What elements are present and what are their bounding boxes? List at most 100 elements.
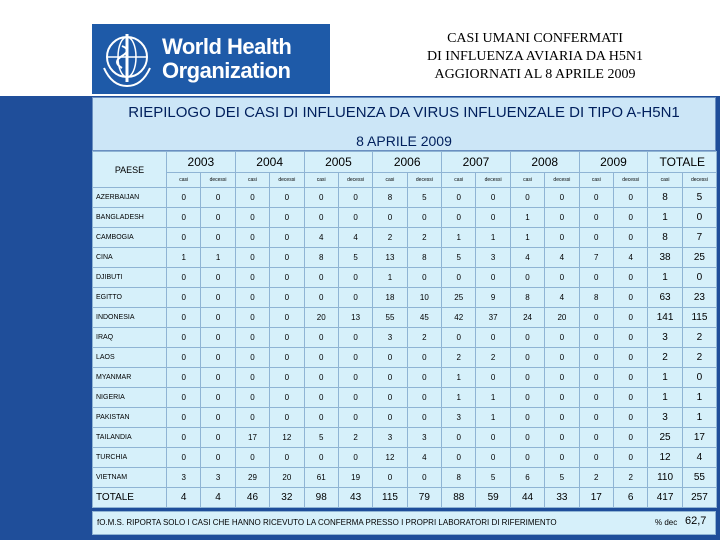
cell: 0 (475, 207, 511, 228)
cell: 0 (269, 347, 305, 368)
banner-title: RIEPILOGO DEI CASI DI INFLUENZA DA VIRUS… (128, 104, 680, 121)
subheader: decessi (337, 172, 374, 188)
cell: 7 (681, 227, 718, 248)
cell: 5 (681, 187, 718, 208)
cell: 3 (165, 467, 202, 488)
cell: 0 (544, 227, 580, 248)
cell: 20 (303, 307, 339, 328)
cell: 0 (441, 207, 477, 228)
subheader: decessi (544, 172, 580, 188)
cell: 0 (612, 207, 649, 228)
cell: 0 (372, 467, 408, 488)
country-name: MYANMAR (92, 367, 167, 388)
cell: 0 (406, 367, 443, 388)
year-header: 2005 (303, 151, 374, 173)
cell: 0 (234, 327, 271, 348)
subheader: decessi (406, 172, 443, 188)
cell: 8 (647, 227, 683, 248)
subheader-row: casi decessi casi decessi casi decessi casi dec… (93, 172, 718, 188)
cell: 0 (372, 347, 408, 368)
country-row: DJIBUTI 0 0 0 0 0 0 1 0 0 0 0 0 0 0 1 0 (92, 267, 718, 288)
cell: 0 (303, 287, 339, 308)
country-name: EGITTO (92, 287, 167, 308)
cell: 0 (269, 407, 305, 428)
cell: 0 (165, 447, 202, 468)
cell: 0 (303, 207, 339, 228)
year-header: 2008 (509, 151, 580, 173)
cell: 0 (200, 227, 236, 248)
country-name: NIGERIA (92, 387, 167, 408)
cell: 43 (337, 487, 374, 508)
cell: 0 (612, 447, 649, 468)
cell: 0 (544, 207, 580, 228)
cell: 0 (509, 187, 546, 208)
cell: 0 (372, 407, 408, 428)
cell: 0 (681, 367, 718, 388)
cell: 2 (578, 467, 614, 488)
title-line: AGGIORNATI AL 8 APRILE 2009 (434, 67, 636, 82)
cell: 0 (406, 207, 443, 228)
cell: 0 (509, 447, 546, 468)
cell: 8 (406, 247, 443, 268)
cell: 0 (475, 267, 511, 288)
who-emblem (103, 34, 151, 88)
cell: 0 (544, 367, 580, 388)
banner-date: 8 APRILE 2009 (356, 133, 452, 149)
cell: 46 (234, 487, 271, 508)
cell: 0 (578, 407, 614, 428)
cell: 55 (372, 307, 408, 328)
cell: 0 (269, 227, 305, 248)
cell: 0 (578, 387, 614, 408)
cell: 0 (578, 347, 614, 368)
cell: 0 (200, 287, 236, 308)
cell: 4 (509, 247, 546, 268)
cell: 0 (234, 407, 271, 428)
country-row: IRAQ 0 0 0 0 0 0 3 2 0 0 0 0 0 0 3 2 (92, 327, 718, 348)
cell: 61 (303, 467, 339, 488)
cell: 12 (269, 427, 305, 448)
cell: 1 (509, 227, 546, 248)
cell: 2 (441, 347, 477, 368)
cell: 0 (234, 247, 271, 268)
cell: 0 (234, 307, 271, 328)
cell: 110 (647, 467, 683, 488)
country-name: BANGLADESH (92, 207, 167, 228)
cell: 0 (200, 407, 236, 428)
cell: 0 (578, 227, 614, 248)
cell: 0 (475, 427, 511, 448)
cell: 0 (165, 327, 202, 348)
cell: 0 (303, 347, 339, 368)
cell: 25 (441, 287, 477, 308)
cell: 8 (578, 287, 614, 308)
header-row: PAESE 2003 2004 2005 2006 2007 2008 2009 TOTALE (92, 151, 718, 188)
cell: 0 (337, 287, 374, 308)
cell: 0 (269, 267, 305, 288)
cell: 0 (544, 267, 580, 288)
cell: 0 (544, 447, 580, 468)
country-row: BANGLADESH 0 0 0 0 0 0 0 0 0 0 1 0 0 0 1 0 (92, 207, 718, 228)
cell: 25 (681, 247, 718, 268)
subheader: casi (165, 172, 202, 188)
cell: 0 (269, 247, 305, 268)
cell: 0 (578, 447, 614, 468)
cell: 3 (372, 427, 408, 448)
cell: 1 (165, 247, 202, 268)
cell: 17 (234, 427, 271, 448)
cell: 0 (509, 427, 546, 448)
cell: 5 (544, 467, 580, 488)
cell: 0 (234, 187, 271, 208)
cell: 2 (647, 347, 683, 368)
cell: 0 (441, 427, 477, 448)
cell: 0 (337, 207, 374, 228)
cell: 4 (165, 487, 202, 508)
cell: 0 (234, 287, 271, 308)
year-header: 2004 (234, 151, 305, 173)
cell: 0 (406, 407, 443, 428)
cell: 0 (337, 267, 374, 288)
cell: 0 (303, 447, 339, 468)
cell: 0 (578, 187, 614, 208)
cell: 0 (269, 187, 305, 208)
cell: 0 (509, 347, 546, 368)
cell: 24 (509, 307, 546, 328)
